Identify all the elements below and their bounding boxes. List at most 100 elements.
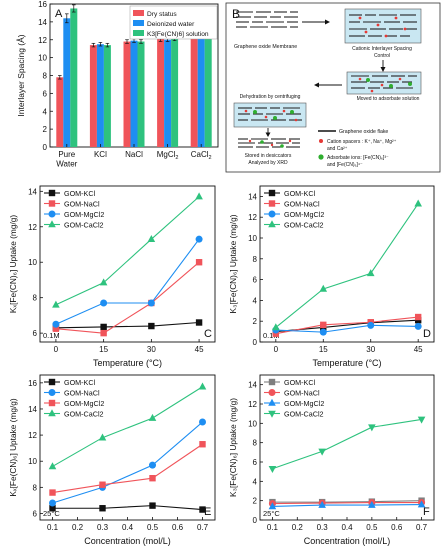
y-tick-label: 0 [43,143,48,152]
plot-frame [259,185,435,343]
y-tick-label: 6 [33,509,38,518]
bar [63,18,71,147]
cation-dot [394,16,398,20]
panel-b-letter: B [232,7,240,21]
series-line [52,386,203,467]
anion-dot [260,140,264,144]
legend-label: GOM-KCl [64,378,96,387]
data-point [49,505,56,512]
y-tick-label: 10 [38,54,47,63]
series-line [52,443,203,494]
legend-swatch [133,20,144,26]
y-axis-label: K₃[Fe(CN)₆] Uptake (mg/g) [228,214,238,313]
data-point [368,500,376,508]
cation-dot [358,16,362,20]
legend-label: GOM-NaCl [284,389,320,398]
y-axis-label: K₃[Fe(CN)₆] Uptake (mg/g) [228,398,238,497]
legend-label: GOM-KCl [64,189,96,198]
legend-label: Deionized water [147,21,195,28]
x-tick-label-line: Water [56,160,77,169]
y-tick-label: 16 [38,0,47,9]
y-tick-label: 8 [33,483,38,492]
y-tick-label: 8 [253,439,258,448]
y-tick-label: 8 [43,72,48,81]
series-line [52,421,203,504]
x-axis-label: Temperature (°C) [93,358,162,368]
x-tick-label: 0.1 [47,523,59,532]
x-tick-label-line: KCl [94,150,107,159]
legend-anion-label-2: and [Fe(CN)₆]⁴⁻ [327,162,363,168]
data-point [100,299,108,307]
y-tick-label: 4 [43,107,48,116]
x-tick-label: KCl [94,150,107,159]
data-point [149,461,156,469]
legend-marker [48,409,56,417]
data-point [100,329,107,337]
y-tick-label: 14 [38,18,47,27]
data-point [367,321,375,329]
bar [96,44,104,147]
data-point [99,481,106,488]
y-tick-label: 14 [248,192,257,201]
legend-label: GOM-CaCl2 [284,221,324,230]
y-tick-label: 12 [248,213,257,222]
x-tick-label: 0 [54,345,59,354]
data-point [319,328,327,336]
data-point [319,284,328,292]
data-point [98,433,107,441]
data-point [268,502,277,510]
cation-dot [264,115,268,119]
cation-dot [364,30,368,34]
legend-flake-label: Graphene oxide flake [339,129,388,135]
legend-label: GOM-CaCl2 [64,221,104,230]
cation-dot [270,143,274,147]
data-point [417,416,426,424]
bar [89,45,97,147]
x-tick-label: 0.6 [172,523,184,532]
series-line [52,505,203,511]
bar [204,24,212,147]
data-point [414,199,422,207]
series-line [275,316,419,335]
legend-label: K3[Fe(CN)6] solution [147,31,209,38]
y-tick-label: 0 [253,516,258,525]
series-line [272,502,422,505]
legend-box [129,5,218,40]
legend-anion-label-1: Adsorbate ions: [Fe(CN)₆]³⁻ [327,155,389,161]
data-point [149,502,156,509]
y-axis-label: Kₓ[Fe(CN)₆] Uptake (mg/g) [8,215,18,314]
x-tick-label: 0.4 [122,523,134,532]
data-point [198,382,207,390]
cation-dot [248,139,252,143]
legend-marker [268,389,276,396]
data-point [268,465,277,473]
x-tick-label: 0.5 [366,523,378,532]
solution-box [233,102,307,128]
legend-label: GOM-NaCl [64,200,100,209]
bar [157,38,165,148]
y-tick-label: 6 [33,329,38,338]
x-tick-label: 0 [274,345,279,354]
data-point [414,313,422,321]
x-tick-label: 0.1 [267,523,279,532]
cation-dot [380,83,384,87]
y-tick-label: 10 [248,419,257,428]
x-tick-label: CaCl2 [191,150,212,161]
x-tick-label: 0.4 [341,523,353,532]
legend-label: GOM-MgCl2 [284,210,324,219]
data-point [49,499,56,507]
x-tick-label: 0.3 [97,523,109,532]
x-tick-label-line: CaCl [191,150,209,159]
bar [197,23,205,148]
legend-label: GOM-MgCl2 [64,399,104,408]
y-axis-label: Interlayer Spacing (Å) [16,34,26,116]
data-point [52,300,60,308]
plot-frame [39,185,216,343]
y-tick-label: 14 [28,405,37,414]
bar [190,24,198,147]
y-tick-label: 0 [253,338,258,347]
x-tick-label: MgCl2 [157,150,179,161]
legend-marker [48,378,56,386]
legend-cation-label-2: and Ca²⁺ [327,146,348,152]
anion-dot [253,110,257,114]
